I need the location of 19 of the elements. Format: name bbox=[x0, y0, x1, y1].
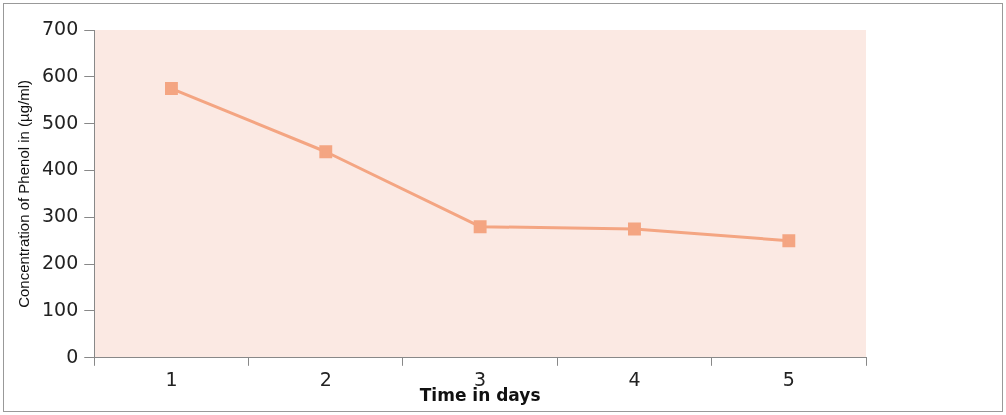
y-tick-label: 600 bbox=[42, 63, 79, 86]
y-axis-title: Concentration of Phenol in (µg/ml) bbox=[15, 79, 33, 308]
point bbox=[319, 145, 333, 159]
point bbox=[782, 234, 796, 248]
x-tick-label: 1 bbox=[165, 368, 178, 391]
x-tick-label: 4 bbox=[628, 368, 641, 391]
x-axis-title: Time in days bbox=[419, 385, 541, 406]
y-tick-label: 0 bbox=[66, 344, 79, 367]
point bbox=[473, 220, 487, 234]
y-tick-label: 200 bbox=[42, 251, 79, 274]
x-tick-label: 5 bbox=[782, 368, 795, 391]
point bbox=[164, 82, 178, 95]
y-tick-label: 400 bbox=[42, 157, 79, 180]
x-tick-label: 2 bbox=[319, 368, 332, 391]
y-tick-label: 300 bbox=[42, 204, 79, 227]
y-tick-label: 700 bbox=[42, 16, 79, 39]
point bbox=[628, 222, 641, 236]
y-tick-label: 100 bbox=[42, 297, 79, 320]
y-tick-label: 500 bbox=[42, 110, 79, 133]
